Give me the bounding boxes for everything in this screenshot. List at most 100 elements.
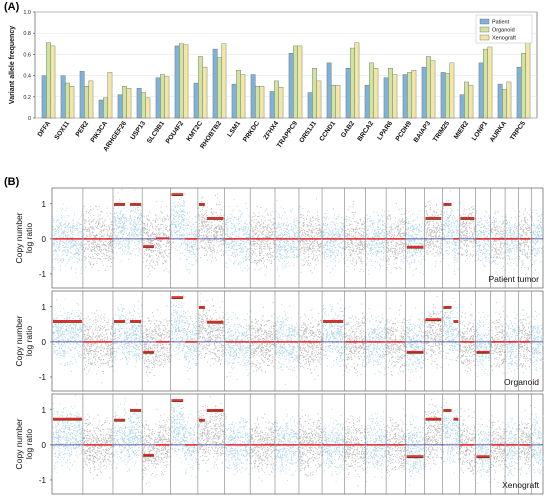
data-point: [404, 212, 406, 214]
data-point: [140, 229, 142, 231]
data-point: [353, 229, 354, 231]
data-point: [254, 213, 256, 215]
data-point: [332, 268, 334, 270]
data-point: [219, 234, 221, 236]
data-point: [203, 224, 205, 226]
data-point: [346, 271, 348, 273]
data-point: [352, 218, 354, 220]
data-point: [208, 235, 210, 237]
data-point: [330, 239, 332, 241]
data-point: [329, 255, 331, 256]
data-point: [84, 257, 86, 259]
data-point: [80, 245, 82, 247]
data-point: [318, 224, 319, 226]
data-point: [182, 217, 183, 218]
data-point: [248, 244, 250, 246]
data-point: [322, 236, 324, 238]
data-point: [308, 256, 309, 258]
data-point: [373, 240, 375, 242]
data-point: [398, 220, 400, 222]
bar-organoid: [331, 84, 336, 119]
data-point: [239, 210, 241, 212]
data-point: [89, 240, 90, 242]
data-point: [322, 230, 324, 232]
data-point: [63, 242, 65, 244]
data-point: [335, 256, 336, 258]
data-point: [371, 244, 373, 246]
data-point: [160, 228, 162, 230]
data-point: [168, 253, 170, 255]
data-point: [114, 240, 116, 242]
data-point: [383, 221, 385, 223]
data-point: [286, 225, 288, 226]
data-point: [273, 234, 275, 236]
data-point: [126, 235, 128, 236]
data-point: [113, 225, 115, 227]
data-point: [256, 240, 258, 242]
data-point: [120, 225, 122, 227]
data-point: [297, 239, 298, 241]
data-point: [400, 242, 402, 244]
data-point: [225, 222, 227, 224]
data-point: [221, 236, 223, 238]
data-point: [168, 241, 170, 243]
data-point: [125, 227, 127, 229]
data-point: [370, 247, 372, 249]
data-point: [170, 243, 172, 245]
x-tick-label: AURKA: [489, 120, 509, 144]
data-point: [315, 264, 317, 266]
data-point: [245, 260, 247, 261]
data-point: [307, 224, 309, 226]
data-point: [220, 220, 222, 222]
data-point: [287, 226, 288, 228]
data-point: [120, 219, 122, 221]
data-point: [67, 236, 69, 238]
data-point: [256, 262, 258, 263]
data-point: [123, 231, 125, 233]
data-point: [264, 248, 266, 250]
data-point: [114, 233, 116, 235]
data-point: [258, 259, 260, 261]
data-point: [268, 259, 270, 261]
data-point: [156, 262, 158, 264]
data-point: [247, 241, 249, 243]
data-point: [60, 259, 62, 261]
data-point: [259, 231, 261, 233]
data-point: [138, 216, 140, 218]
data-point: [285, 242, 287, 244]
data-point: [316, 241, 318, 243]
data-point: [93, 250, 95, 252]
data-point: [387, 243, 389, 245]
data-point: [290, 245, 292, 247]
data-point: [54, 227, 56, 229]
data-point: [373, 211, 375, 213]
data-point: [326, 228, 327, 230]
data-point: [268, 234, 270, 236]
data-point: [398, 230, 400, 232]
data-point: [348, 219, 350, 221]
data-point: [83, 247, 84, 249]
data-point: [127, 245, 129, 247]
data-point: [369, 216, 371, 217]
data-point: [196, 258, 198, 260]
data-point: [349, 254, 351, 255]
data-point: [302, 225, 304, 227]
data-point: [182, 219, 184, 221]
data-point: [366, 235, 368, 237]
data-point: [352, 259, 354, 261]
data-point: [283, 232, 285, 234]
data-point: [326, 240, 328, 242]
data-point: [127, 251, 129, 253]
x-tick-label: USP13: [129, 120, 147, 141]
data-point: [165, 261, 167, 263]
data-point: [336, 233, 338, 235]
data-point: [196, 248, 198, 250]
data-point: [60, 224, 62, 226]
data-point: [53, 249, 55, 251]
data-point: [169, 227, 171, 229]
data-point: [314, 249, 316, 251]
data-point: [137, 241, 139, 243]
data-point: [206, 233, 208, 235]
data-point: [68, 227, 70, 229]
data-point: [220, 231, 221, 233]
